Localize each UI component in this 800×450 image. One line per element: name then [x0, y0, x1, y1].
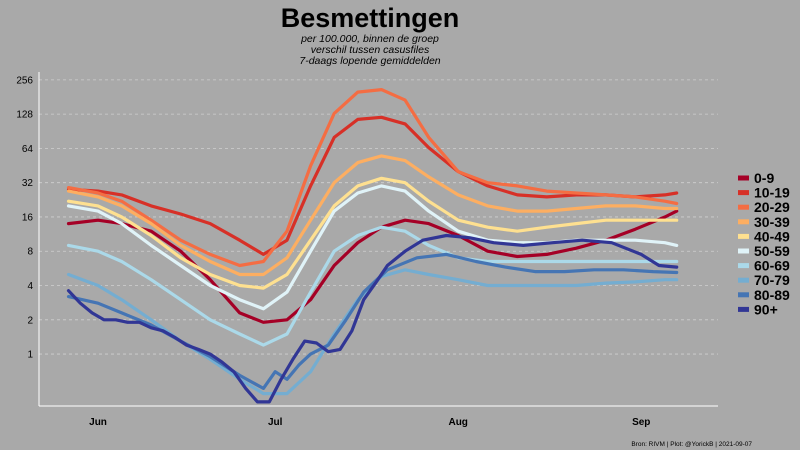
x-tick-label: Sep — [632, 417, 650, 428]
axes — [38, 72, 718, 407]
y-tick-label: 4 — [27, 281, 33, 292]
chart-title: Besmettingen — [281, 3, 460, 33]
series-line-60-69 — [66, 225, 679, 347]
legend-label: 50-59 — [754, 243, 790, 259]
series-line-40-49 — [66, 176, 679, 290]
y-tick-label: 128 — [16, 110, 33, 121]
x-axis-tick-labels: Jun Jul Aug Sep — [89, 417, 650, 428]
legend-label: 20-29 — [754, 199, 790, 215]
y-tick-label: 256 — [16, 75, 33, 86]
legend-label: 0-9 — [754, 170, 774, 186]
y-tick-label: 8 — [27, 247, 33, 258]
y-tick-label: 32 — [22, 178, 34, 189]
legend-label: 40-49 — [754, 228, 790, 244]
legend-label: 90+ — [754, 301, 778, 317]
x-tick-label: Jul — [268, 417, 283, 428]
x-tick-label: Jun — [89, 417, 107, 428]
x-tick-label: Aug — [448, 417, 467, 428]
legend-label: 30-39 — [754, 214, 790, 230]
legend-label: 60-69 — [754, 258, 790, 274]
series-line-20-29 — [66, 88, 679, 268]
y-tick-label: 64 — [22, 144, 34, 155]
series-line-90+ — [66, 233, 679, 404]
legend-label: 10-19 — [754, 185, 790, 201]
series-line-30-39 — [66, 154, 679, 277]
legend-label: 70-79 — [754, 272, 790, 288]
legend-label: 80-89 — [754, 287, 790, 303]
series-lines — [66, 88, 679, 404]
chart-subtitle-line-1: per 100.000, binnen de groep — [300, 33, 439, 45]
chart-subtitle-line-2: verschil tussen casusfiles — [311, 44, 430, 56]
y-tick-label: 1 — [27, 350, 33, 361]
series-line-0-9 — [66, 209, 679, 324]
source-caption: Bron: RIVM | Plot: @YorickB | 2021-09-07 — [631, 441, 752, 448]
y-tick-label: 2 — [27, 315, 33, 326]
y-tick-label: 16 — [22, 212, 34, 223]
chart-subtitle-line-3: 7-daags lopende gemiddelden — [299, 55, 440, 67]
legend: 0-910-1920-2930-3940-4950-5960-6970-7980… — [738, 170, 790, 317]
grid-lines — [39, 79, 718, 355]
y-axis-tick-labels: 1 2 4 8 16 32 64 128 256 — [16, 75, 33, 360]
